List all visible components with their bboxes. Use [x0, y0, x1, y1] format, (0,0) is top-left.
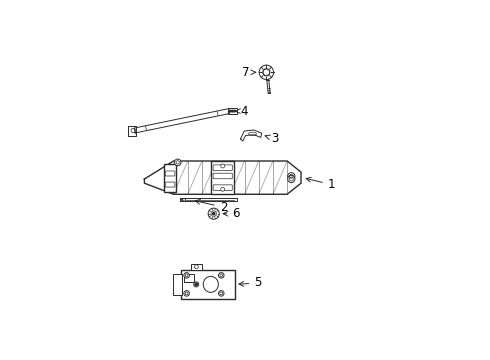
- Circle shape: [195, 283, 197, 285]
- Circle shape: [234, 110, 235, 112]
- Polygon shape: [145, 161, 301, 194]
- Text: 4: 4: [235, 105, 248, 118]
- Circle shape: [219, 291, 224, 296]
- Circle shape: [221, 187, 224, 191]
- Bar: [164, 164, 176, 192]
- Circle shape: [174, 159, 181, 166]
- Circle shape: [231, 110, 233, 112]
- Text: 7: 7: [242, 66, 256, 79]
- Circle shape: [219, 273, 224, 278]
- Bar: [191, 264, 202, 270]
- Circle shape: [288, 175, 295, 183]
- Text: 6: 6: [223, 207, 240, 220]
- Text: 5: 5: [239, 276, 262, 289]
- Polygon shape: [241, 130, 262, 141]
- Polygon shape: [134, 109, 229, 133]
- Text: 2: 2: [196, 199, 227, 214]
- Bar: [181, 270, 235, 299]
- Polygon shape: [180, 198, 237, 202]
- Bar: [184, 274, 194, 282]
- Circle shape: [221, 164, 224, 168]
- Polygon shape: [128, 126, 136, 135]
- Circle shape: [184, 273, 189, 278]
- Bar: [228, 108, 237, 114]
- Circle shape: [194, 282, 198, 287]
- Bar: [211, 161, 235, 194]
- Polygon shape: [180, 198, 185, 202]
- Circle shape: [229, 110, 231, 112]
- Circle shape: [288, 173, 295, 180]
- Bar: [173, 274, 182, 295]
- Circle shape: [211, 211, 217, 216]
- Circle shape: [213, 212, 215, 215]
- Text: 1: 1: [306, 177, 335, 191]
- Circle shape: [184, 291, 189, 296]
- Text: 3: 3: [265, 132, 278, 145]
